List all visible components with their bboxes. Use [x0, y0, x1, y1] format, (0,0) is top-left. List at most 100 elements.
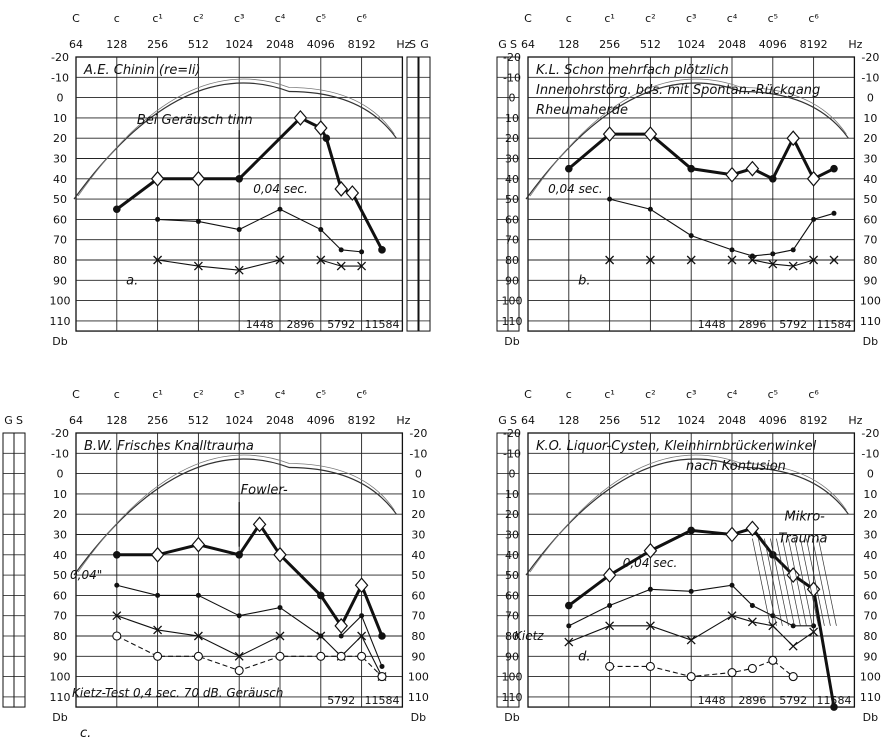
side-strip: [13, 432, 26, 708]
half-freq-label: 5792: [779, 694, 807, 707]
db-tick-label: 90: [863, 274, 877, 287]
freq-label: 1024: [225, 414, 253, 427]
series-bold-diamond: [113, 516, 386, 640]
db-tick-label: -10: [51, 71, 69, 84]
data-point: [345, 185, 360, 201]
db-tick-label: 90: [505, 650, 519, 663]
note-label: c²: [645, 388, 655, 401]
db-tick-label: 90: [505, 274, 519, 287]
freq-label: 128: [558, 38, 579, 51]
db-tick-label: 10: [863, 112, 877, 125]
panel-title: K.L. Schon mehrfach plötzlich: [536, 63, 729, 78]
db-axis-label: Db: [863, 711, 878, 724]
data-point: [275, 631, 285, 641]
half-freq-label: 1448: [246, 318, 274, 331]
data-point: [275, 651, 285, 661]
db-tick-label: -10: [409, 447, 427, 460]
side-strip: [418, 56, 431, 332]
db-tick-label: -20: [861, 51, 879, 64]
data-point: [729, 582, 735, 588]
db-tick-label: -20: [51, 427, 69, 440]
db-tick-label: 20: [505, 132, 519, 145]
data-point: [645, 621, 655, 631]
data-point: [602, 567, 617, 584]
db-tick-label: -10: [503, 71, 521, 84]
hz-label: Hz: [396, 414, 410, 427]
data-point: [252, 516, 267, 533]
data-point: [688, 588, 694, 594]
db-tick-label: 80: [863, 254, 877, 267]
note-label: c⁴: [727, 12, 738, 25]
freq-label: 256: [147, 38, 168, 51]
side-strip-label: G: [4, 414, 13, 427]
db-tick-label: 100: [408, 671, 429, 684]
side-strip-label: G: [498, 414, 507, 427]
db-axis-label: Db: [504, 335, 519, 348]
data-point: [790, 247, 796, 253]
db-tick-label: 30: [505, 529, 519, 542]
note-label: c⁴: [275, 388, 286, 401]
db-tick-label: 40: [505, 173, 519, 186]
hz-label: Hz: [848, 414, 862, 427]
data-point: [338, 247, 344, 253]
annotation: Mikro-: [785, 509, 826, 524]
note-label: c⁴: [727, 388, 738, 401]
panel-title: K.O. Liquor-Cysten, Kleinhirnbrückenwink…: [536, 439, 817, 454]
data-point: [747, 617, 757, 627]
data-point: [357, 261, 367, 271]
note-label: c: [566, 388, 572, 401]
hatch-line: [764, 538, 783, 626]
half-freq-label: 5792: [327, 318, 355, 331]
freq-label: 4096: [759, 38, 787, 51]
data-point: [359, 249, 365, 255]
db-tick-label: 50: [505, 569, 519, 582]
db-tick-label: 40: [505, 549, 519, 562]
data-point: [788, 672, 798, 682]
panel-title: B.W. Frisches Knalltrauma: [84, 439, 254, 454]
freq-label: 1024: [677, 38, 705, 51]
db-tick-label: 50: [863, 569, 877, 582]
half-freq-label: 1448: [698, 694, 726, 707]
freq-label: 8192: [800, 38, 828, 51]
hatch-line: [752, 538, 771, 626]
db-tick-label: 50: [411, 569, 425, 582]
data-point: [334, 617, 348, 634]
data-point: [809, 255, 819, 265]
note-label: c⁴: [275, 12, 286, 25]
data-point: [725, 166, 739, 183]
data-point: [193, 631, 203, 641]
db-tick-label: -20: [409, 427, 427, 440]
half-freq-label: 5792: [327, 694, 355, 707]
hatch-line: [812, 538, 831, 626]
db-tick-label: 10: [411, 488, 425, 501]
note-label: c³: [686, 12, 696, 25]
data-point: [745, 520, 760, 537]
db-tick-label: 80: [863, 630, 877, 643]
data-point: [687, 526, 695, 535]
data-point: [643, 126, 658, 143]
note-label: c⁵: [768, 388, 778, 401]
series-line: [609, 259, 834, 267]
side-strip-label: G: [420, 38, 429, 51]
data-point: [725, 526, 739, 543]
data-point: [336, 261, 346, 271]
panel-title-line: Rheumaherde: [536, 103, 628, 118]
data-point: [745, 160, 760, 177]
db-tick-label: 110: [502, 315, 523, 328]
data-point: [686, 255, 696, 265]
data-point: [686, 672, 696, 682]
db-tick-label: 110: [408, 691, 429, 704]
data-point: [191, 170, 206, 187]
pain-threshold-curve-inner: [529, 78, 847, 197]
data-point: [316, 255, 326, 265]
annotation: 0,04 sec.: [253, 182, 308, 196]
data-point: [155, 592, 161, 598]
db-tick-label: 0: [867, 92, 874, 105]
data-point: [336, 651, 346, 661]
freq-label: 64: [521, 414, 535, 427]
db-tick-label: 100: [860, 671, 881, 684]
note-label: c³: [234, 388, 244, 401]
db-tick-label: 60: [505, 589, 519, 602]
db-tick-label: 30: [863, 153, 877, 166]
